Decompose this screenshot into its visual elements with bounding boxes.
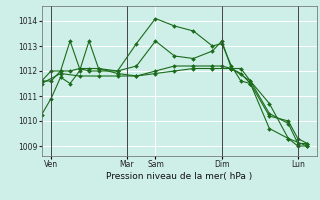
X-axis label: Pression niveau de la mer( hPa ): Pression niveau de la mer( hPa ) [106,172,252,181]
